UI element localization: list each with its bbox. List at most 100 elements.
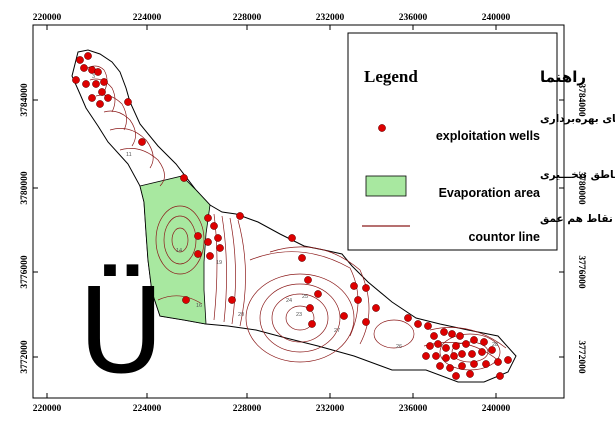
contour-label: 24 <box>286 298 292 304</box>
well-point <box>92 80 100 88</box>
well-point <box>354 296 362 304</box>
legend-evaporation-en: Evaporation area <box>439 186 541 200</box>
contour-label: 19 <box>216 260 222 266</box>
bottom-x-axis: 220000 224000 228000 232000 236000 24000… <box>33 393 511 414</box>
x-tick-bottom-5: 236000 <box>399 404 428 414</box>
well-point <box>350 282 358 290</box>
well-point <box>432 352 440 360</box>
contour-label: 25 <box>302 294 308 300</box>
well-point <box>98 88 106 96</box>
x-tick-bottom-2: 224000 <box>133 404 162 414</box>
contour-label: 16 <box>196 303 202 309</box>
well-point <box>414 320 422 328</box>
well-point <box>308 320 316 328</box>
x-tick-bottom-6: 240000 <box>482 404 511 414</box>
contour-label: 11 <box>126 152 132 158</box>
y-tick-right-2: 3780000 <box>576 171 586 205</box>
well-point <box>470 360 478 368</box>
well-point <box>314 290 322 298</box>
contour-label: 23 <box>296 312 302 318</box>
well-point <box>72 76 80 84</box>
x-tick-top-5: 236000 <box>399 13 428 23</box>
y-tick-left-4: 3772000 <box>20 340 30 374</box>
well-point <box>458 362 466 370</box>
well-point <box>228 296 236 304</box>
well-point <box>436 362 444 370</box>
well-point <box>206 252 214 260</box>
well-point <box>496 372 504 380</box>
legend-contour-en: countor line <box>468 230 540 244</box>
contour-label: 28 <box>492 342 498 348</box>
well-point <box>80 64 88 72</box>
contour-label: 20 <box>238 312 244 318</box>
well-point <box>466 370 474 378</box>
legend-wells-fa: چاه‌های بهره‌برداری <box>540 113 615 125</box>
x-tick-bottom-1: 220000 <box>33 404 62 414</box>
left-y-axis: 3784000 3780000 3776000 3772000 <box>20 83 38 374</box>
well-point <box>362 318 370 326</box>
top-x-axis: 220000 224000 228000 232000 236000 24000… <box>33 13 511 30</box>
well-point <box>422 352 430 360</box>
x-tick-top-2: 224000 <box>133 13 162 23</box>
wells-group <box>72 52 512 380</box>
contour-lines <box>83 65 507 371</box>
x-tick-top-4: 232000 <box>316 13 345 23</box>
well-point <box>458 350 466 358</box>
well-point <box>440 328 448 336</box>
well-point <box>456 332 464 340</box>
right-y-axis: 3784000 3780000 3776000 3772000 <box>559 83 586 374</box>
well-point <box>462 340 470 348</box>
y-tick-left-2: 3780000 <box>20 171 30 205</box>
x-tick-bottom-3: 228000 <box>233 404 262 414</box>
y-tick-left-1: 3784000 <box>20 83 30 117</box>
well-point <box>100 78 108 86</box>
well-point <box>372 304 380 312</box>
contour-label: 14 <box>176 248 182 254</box>
contour-label: 3 <box>92 74 95 80</box>
well-point <box>340 312 348 320</box>
well-point <box>426 342 434 350</box>
well-point <box>236 212 244 220</box>
well-point <box>442 354 450 362</box>
contour-label: 27 <box>334 328 340 334</box>
legend-title-en: Legend <box>364 67 418 86</box>
well-point <box>306 304 314 312</box>
well-point <box>216 244 224 252</box>
well-point <box>214 234 222 242</box>
legend-box <box>347 32 558 251</box>
legend-title-fa: راهنما <box>540 68 586 86</box>
well-point <box>76 56 84 64</box>
well-point <box>504 356 512 364</box>
north-arrow-glyph: Ü <box>78 262 164 400</box>
well-point <box>424 322 432 330</box>
legend: Legend راهنما چاه‌های بهره‌برداری exploi… <box>347 32 615 251</box>
well-point <box>488 346 496 354</box>
legend-wells-en: exploitation wells <box>436 129 540 143</box>
well-point <box>298 254 306 262</box>
well-point <box>210 222 218 230</box>
well-point <box>82 80 90 88</box>
well-point <box>478 348 486 356</box>
well-point <box>446 364 454 372</box>
y-tick-right-4: 3772000 <box>576 340 586 374</box>
well-point <box>450 352 458 360</box>
well-point <box>434 340 442 348</box>
well-point <box>182 296 190 304</box>
well-point <box>362 284 370 292</box>
y-tick-right-1: 3784000 <box>576 83 586 117</box>
well-point <box>288 234 296 242</box>
well-point <box>430 332 438 340</box>
contour-label: 26 <box>396 344 402 350</box>
legend-evaporation-fa: منـــاطق تبخـــیری <box>540 169 615 181</box>
well-point <box>482 360 490 368</box>
well-point <box>94 68 102 76</box>
well-point <box>404 314 412 322</box>
legend-well-symbol <box>378 124 386 132</box>
x-tick-top-6: 240000 <box>482 13 511 23</box>
well-point <box>194 232 202 240</box>
x-tick-top-1: 220000 <box>33 13 62 23</box>
well-point <box>452 372 460 380</box>
well-point <box>180 174 188 182</box>
well-point <box>494 358 502 366</box>
